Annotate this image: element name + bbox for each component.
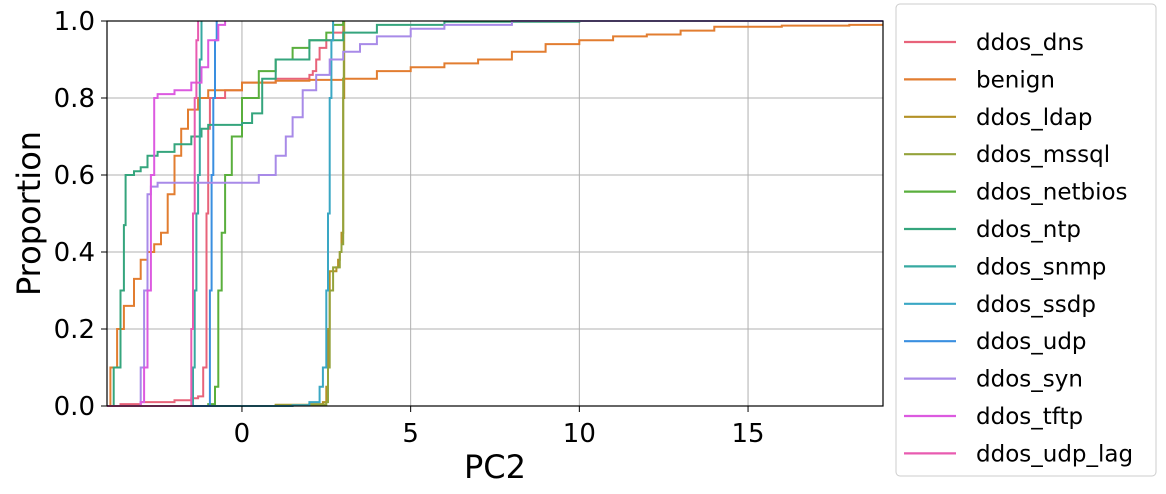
x-tick-label: 15 <box>731 419 764 449</box>
legend-frame <box>895 3 1157 477</box>
series-layer <box>107 20 883 407</box>
x-tick-label: 0 <box>234 419 251 449</box>
y-tick-label: 0.6 <box>54 161 95 191</box>
y-tick-label: 0.2 <box>54 315 95 345</box>
series-line-ddos-ssdp <box>107 21 335 407</box>
y-axis: 0.0 0.2 0.4 0.6 0.8 1.0 <box>54 7 107 422</box>
grid <box>107 20 883 407</box>
series-line-ddos-netbios <box>107 21 345 407</box>
y-axis-title: Proportion <box>10 131 48 296</box>
legend-label-ddos-ldap: ddos_ldap <box>976 105 1092 131</box>
y-tick-label: 0.8 <box>54 84 95 114</box>
legend-label-ddos-ssdp: ddos_ssdp <box>976 292 1096 318</box>
x-tick-label: 5 <box>402 419 419 449</box>
y-tick-label: 0.4 <box>54 238 95 268</box>
x-tick-label: 10 <box>563 419 596 449</box>
legend-label-ddos-syn: ddos_syn <box>976 367 1083 393</box>
series-line-ddos-tftp <box>107 21 227 407</box>
legend-label-ddos-ntp: ddos_ntp <box>976 217 1081 243</box>
legend-label-ddos-snmp: ddos_snmp <box>976 254 1106 280</box>
legend-label-ddos-dns: ddos_dns <box>976 30 1084 56</box>
legend-label-benign: benign <box>976 67 1055 93</box>
legend-label-ddos-netbios: ddos_netbios <box>976 180 1128 206</box>
plot-frame <box>106 20 884 407</box>
legend-label-ddos-tftp: ddos_tftp <box>976 404 1083 430</box>
x-axis-title: PC2 <box>464 448 526 486</box>
legend-label-ddos-udp: ddos_udp <box>976 329 1087 355</box>
series-line-ddos-ntp <box>107 20 883 407</box>
series-line-benign <box>107 23 883 407</box>
legend-label-ddos-mssql: ddos_mssql <box>976 142 1110 168</box>
x-axis: 0 5 10 15 <box>234 406 765 449</box>
y-tick-label: 1.0 <box>54 7 95 37</box>
series-line-ddos-dns <box>107 21 345 407</box>
legend-label-ddos-udp-lag: ddos_udp_lag <box>976 441 1133 467</box>
series-line-ddos-syn <box>107 20 883 407</box>
series-line-ddos-snmp <box>107 21 203 407</box>
y-tick-label: 0.0 <box>54 392 95 422</box>
